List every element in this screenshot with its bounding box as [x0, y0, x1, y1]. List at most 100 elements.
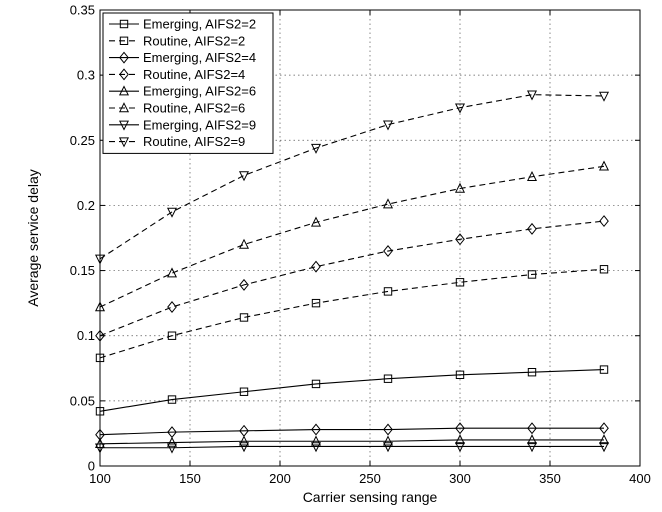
series-group: [94, 90, 610, 454]
data-point: [383, 287, 393, 296]
data-point: [598, 434, 610, 445]
x-tick-label: 350: [539, 471, 561, 486]
data-point: [310, 216, 322, 227]
series-line: [100, 445, 604, 449]
y-tick-label: 0.25: [70, 133, 95, 148]
y-axis-label: Average service delay: [25, 169, 41, 306]
tick-labels: 100 150 200 250 300 350 400 0 0.05 0.1 0.15 0.2 0.25…: [70, 3, 651, 487]
legend-label: Routine, AIFS2=4: [143, 67, 245, 82]
x-tick-label: 300: [449, 471, 471, 486]
data-point: [311, 379, 321, 389]
data-point: [383, 374, 393, 383]
data-point: [239, 387, 249, 396]
data-point: [167, 395, 177, 404]
legend-label: Routine, AIFS2=6: [143, 101, 245, 116]
legend-label: Emerging, AIFS2=2: [143, 17, 256, 32]
series-line: [99, 427, 604, 436]
legend-entry: Routine, AIFS2=4: [109, 67, 245, 82]
data-point: [382, 435, 394, 446]
legend-marker: [119, 51, 129, 64]
x-tick-label: 200: [269, 471, 291, 486]
y-tick-label: 0.3: [77, 68, 95, 83]
legend-label: Routine, AIFS2=9: [143, 134, 245, 149]
data-point: [383, 245, 393, 258]
data-point: [455, 370, 465, 380]
legend-marker: [119, 19, 129, 29]
data-point: [166, 443, 178, 454]
data-point: [311, 260, 321, 273]
legend-marker: [118, 85, 130, 96]
y-tick-label: 0.2: [77, 198, 95, 213]
legend-entry: Emerging, AIFS2=4: [109, 50, 256, 65]
data-point: [526, 442, 538, 453]
data-point: [527, 367, 537, 377]
y-tick-label: 0.1: [77, 328, 95, 343]
x-tick-label: 250: [359, 471, 381, 486]
data-point: [526, 90, 538, 101]
data-point: [599, 422, 609, 435]
legend-entry: Routine, AIFS2=9: [109, 134, 245, 149]
y-tick-label: 0.15: [70, 263, 95, 278]
data-point: [455, 422, 465, 435]
data-point: [527, 422, 537, 435]
data-point: [238, 171, 250, 182]
series-6: [94, 160, 610, 312]
data-point: [310, 442, 322, 453]
legend-entry: Routine, AIFS2=6: [109, 101, 245, 116]
legend-marker: [118, 120, 130, 131]
data-point: [598, 160, 610, 171]
legend-marker: [119, 68, 129, 81]
legend-label: Emerging, AIFS2=6: [143, 84, 256, 99]
legend-entry: Routine, AIFS2=2: [109, 33, 245, 48]
data-point: [238, 442, 250, 453]
data-point: [454, 434, 466, 445]
data-point: [311, 423, 321, 436]
data-point: [527, 270, 537, 279]
data-point: [455, 233, 465, 246]
data-point: [526, 434, 538, 445]
series-2: [95, 265, 609, 363]
data-point: [598, 442, 610, 453]
data-point: [455, 278, 465, 287]
series-line: [99, 439, 604, 445]
data-point: [167, 301, 177, 314]
data-point: [238, 435, 250, 446]
legend-entry: Emerging, AIFS2=6: [109, 84, 256, 99]
data-point: [166, 207, 178, 218]
data-point: [239, 313, 249, 322]
data-point: [383, 423, 393, 436]
data-point: [166, 267, 178, 278]
data-point: [382, 198, 394, 209]
data-point: [239, 278, 249, 291]
data-point: [599, 265, 609, 274]
legend-label: Emerging, AIFS2=9: [143, 117, 256, 132]
series-line: [99, 220, 605, 337]
data-point: [599, 215, 609, 228]
x-tick-label: 150: [179, 471, 201, 486]
series-line: [99, 94, 605, 260]
legend-marker: [119, 36, 129, 45]
x-tick-label: 100: [89, 471, 111, 486]
data-point: [238, 238, 250, 249]
legend-marker: [118, 137, 130, 148]
data-point: [454, 103, 466, 114]
data-point: [454, 182, 466, 193]
data-point: [382, 120, 394, 131]
data-point: [310, 143, 322, 154]
y-tick-label: 0: [88, 459, 95, 474]
series-line: [99, 369, 605, 412]
series-line: [99, 165, 605, 308]
data-point: [526, 170, 538, 181]
series-5: [94, 434, 610, 449]
plot-area-frame: [99, 9, 641, 467]
data-point: [167, 331, 177, 340]
data-point: [454, 442, 466, 453]
legend-entry: Emerging, AIFS2=2: [109, 17, 256, 32]
x-tick-label: 400: [629, 471, 651, 486]
data-point: [382, 442, 394, 453]
series-4: [95, 215, 609, 342]
y-tick-label: 0.35: [70, 3, 95, 18]
data-point: [598, 91, 610, 102]
